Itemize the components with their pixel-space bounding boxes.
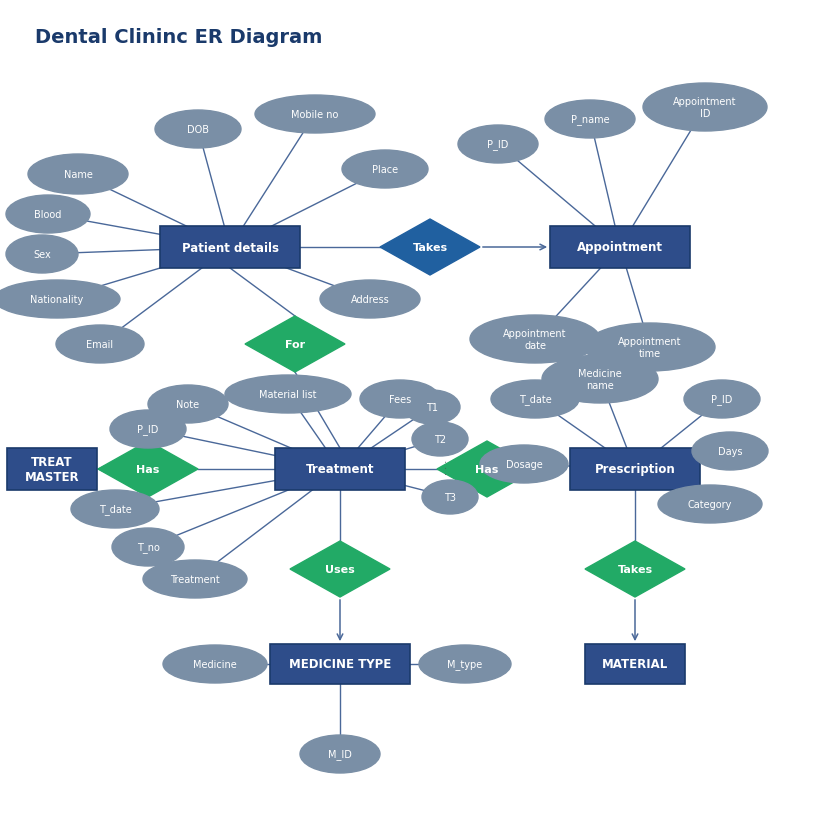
Ellipse shape [342,151,428,188]
Text: Dental Clininc ER Diagram: Dental Clininc ER Diagram [35,28,322,47]
Ellipse shape [643,84,767,132]
Text: DOB: DOB [187,124,209,135]
Ellipse shape [458,126,538,164]
Polygon shape [437,441,537,497]
Ellipse shape [71,491,159,528]
Text: Medicine
name: Medicine name [579,369,622,391]
Ellipse shape [360,381,440,419]
FancyBboxPatch shape [550,227,690,269]
Text: T3: T3 [444,492,456,502]
Text: M_ID: M_ID [328,749,352,759]
Text: Note: Note [177,400,199,410]
Text: TREAT
MASTER: TREAT MASTER [25,455,80,483]
Text: Uses: Uses [325,564,355,574]
Text: Place: Place [372,165,398,174]
Ellipse shape [112,528,184,566]
Text: Appointment: Appointment [577,242,663,254]
Text: Email: Email [86,340,114,350]
Text: MATERIAL: MATERIAL [602,658,668,671]
Text: Prescription: Prescription [594,463,676,476]
Polygon shape [290,541,390,597]
Text: P_ID: P_ID [137,424,159,435]
Polygon shape [98,441,198,497]
Ellipse shape [470,315,600,364]
Text: MEDICINE TYPE: MEDICINE TYPE [289,658,391,671]
FancyBboxPatch shape [570,449,700,491]
Ellipse shape [320,281,420,319]
Text: · · ·: · · · [442,459,452,474]
Ellipse shape [0,281,120,319]
Text: T1: T1 [426,402,438,413]
Text: Sex: Sex [33,250,51,260]
Ellipse shape [148,386,228,423]
Text: For: For [285,340,305,350]
Text: Mobile no: Mobile no [291,110,339,120]
Ellipse shape [692,432,768,470]
Text: Days: Days [718,446,742,456]
Text: P_name: P_name [571,115,609,125]
Text: Appointment
ID: Appointment ID [673,97,737,119]
Ellipse shape [6,236,78,274]
Text: Dosage: Dosage [505,459,542,469]
Text: Nationality: Nationality [31,295,84,305]
Polygon shape [585,541,685,597]
Ellipse shape [155,111,241,149]
Text: Material list: Material list [259,390,317,400]
FancyBboxPatch shape [585,645,685,684]
Ellipse shape [684,381,760,419]
Ellipse shape [585,324,715,372]
Text: Address: Address [350,295,389,305]
Text: Blood: Blood [34,210,61,219]
Ellipse shape [545,101,635,139]
Ellipse shape [658,486,762,523]
Ellipse shape [480,446,568,483]
Text: Name: Name [64,170,92,180]
Polygon shape [380,219,480,276]
FancyBboxPatch shape [7,449,97,491]
Ellipse shape [412,423,468,456]
Text: Category: Category [688,500,732,509]
Ellipse shape [6,196,90,233]
Ellipse shape [28,155,128,195]
Ellipse shape [542,355,658,404]
FancyBboxPatch shape [270,645,410,684]
Ellipse shape [422,481,478,514]
Text: P_ID: P_ID [711,394,733,405]
Text: Fees: Fees [389,395,411,405]
Text: Has: Has [476,464,499,474]
Ellipse shape [110,410,186,449]
Text: Appointment
time: Appointment time [618,337,681,359]
Ellipse shape [491,381,579,419]
Ellipse shape [163,645,267,683]
Text: Has: Has [136,464,159,474]
Text: Treatment: Treatment [305,463,374,476]
Polygon shape [245,317,345,373]
Text: Medicine: Medicine [193,659,237,669]
Text: Treatment: Treatment [170,574,220,584]
Text: T_date: T_date [99,504,131,515]
Ellipse shape [225,376,351,414]
Ellipse shape [255,96,375,133]
Text: M_type: M_type [447,658,482,670]
Text: T_no: T_no [137,542,159,553]
Text: T_date: T_date [519,394,551,405]
Text: Takes: Takes [413,242,447,253]
Ellipse shape [404,391,460,424]
Text: Takes: Takes [618,564,652,574]
Ellipse shape [143,560,247,598]
Ellipse shape [419,645,511,683]
Text: P_ID: P_ID [487,139,509,150]
Ellipse shape [56,326,144,364]
Ellipse shape [300,735,380,773]
Text: Patient details: Patient details [182,242,279,254]
FancyBboxPatch shape [275,449,405,491]
Text: T2: T2 [434,434,446,445]
FancyBboxPatch shape [160,227,300,269]
Text: Appointment
date: Appointment date [503,328,567,351]
